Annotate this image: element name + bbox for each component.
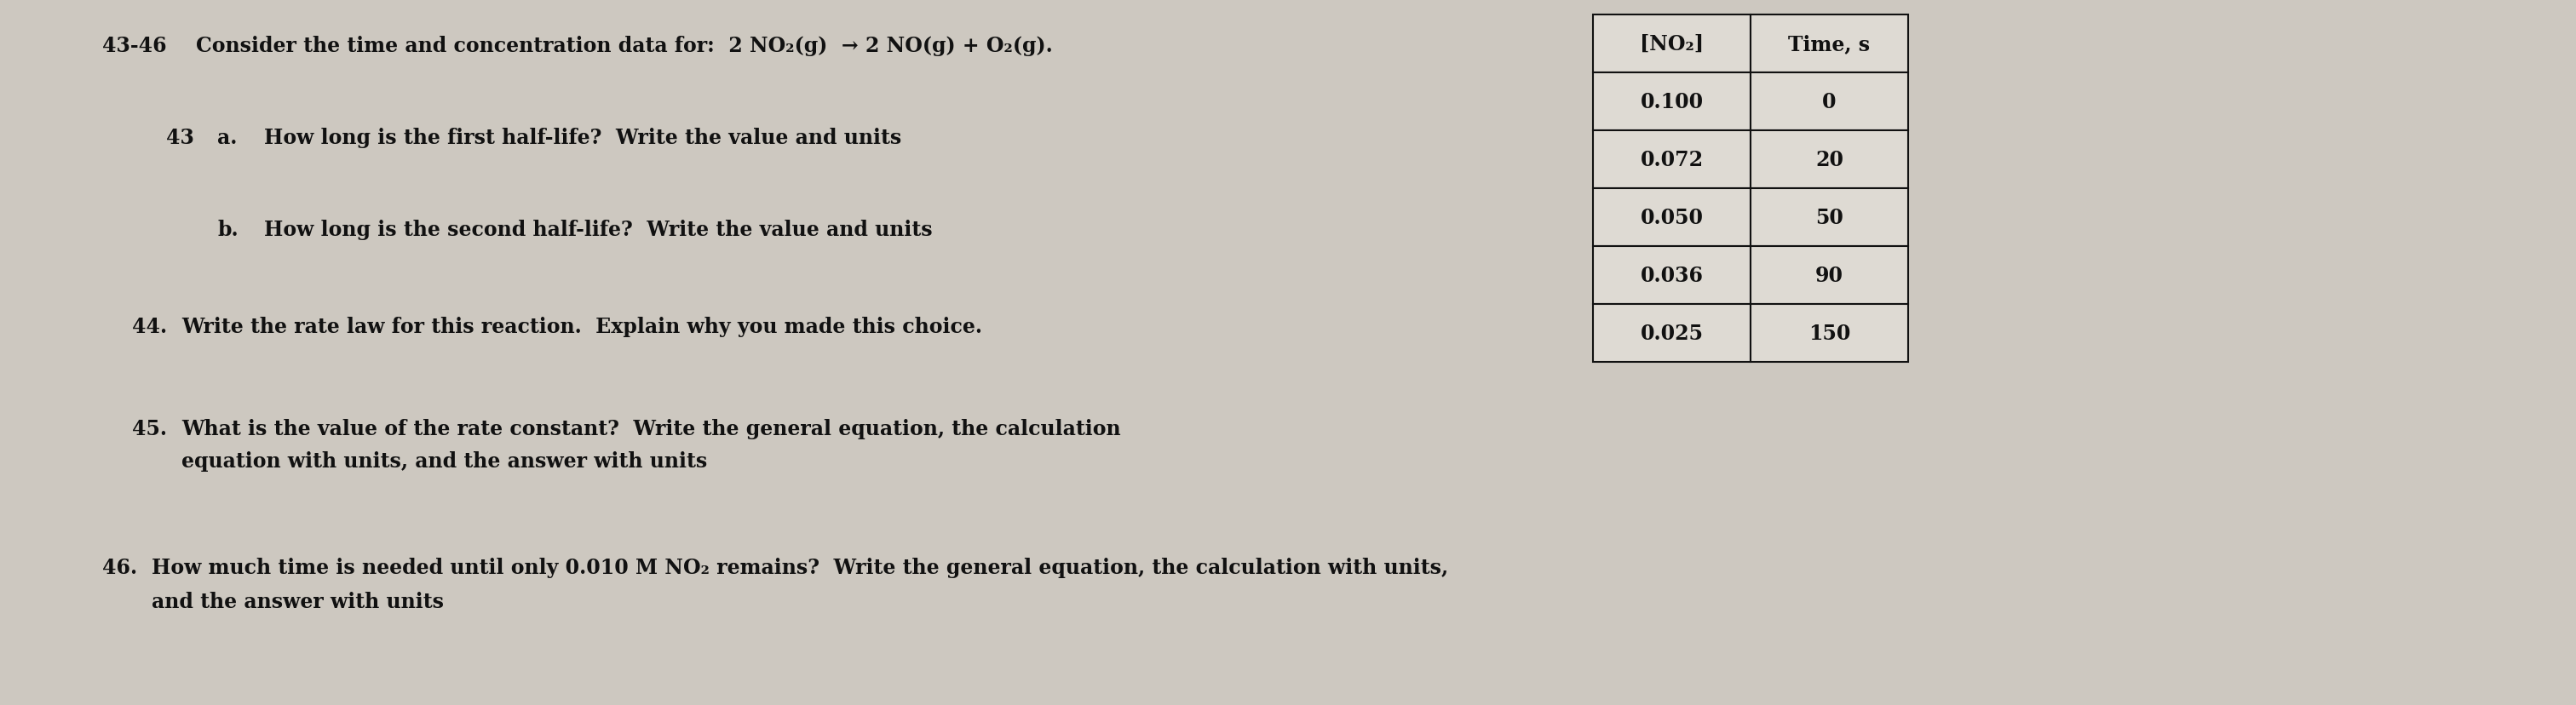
Bar [1752,247,1909,305]
Text: How much time is needed until only 0.010 M NO₂ remains?  Write the general equat: How much time is needed until only 0.010… [152,557,1448,577]
Text: 150: 150 [1808,323,1850,343]
Bar [1592,305,1752,362]
Text: b.: b. [216,219,237,240]
Text: Write the rate law for this reaction.  Explain why you made this choice.: Write the rate law for this reaction. Ex… [180,317,981,337]
Text: Consider the time and concentration data for:  2 NO₂(g)  → 2 NO(g) + O₂(g).: Consider the time and concentration data… [196,36,1054,56]
Bar [1752,305,1909,362]
Text: 0: 0 [1821,92,1837,112]
Text: How long is the first half-life?  Write the value and units: How long is the first half-life? Write t… [265,128,902,148]
Text: 46.: 46. [103,557,137,577]
Text: [NO₂]: [NO₂] [1641,34,1703,54]
Bar [1592,16,1752,73]
Text: 0.050: 0.050 [1641,207,1703,228]
Bar [1752,73,1909,131]
Text: 0.025: 0.025 [1641,323,1703,343]
Bar [1752,189,1909,247]
Text: 0.072: 0.072 [1641,149,1703,170]
Text: What is the value of the rate constant?  Write the general equation, the calcula: What is the value of the rate constant? … [180,418,1121,439]
Text: a.: a. [216,128,237,148]
Text: 0.100: 0.100 [1641,92,1703,112]
Bar [1752,131,1909,189]
Text: equation with units, and the answer with units: equation with units, and the answer with… [180,450,708,471]
Text: 20: 20 [1816,149,1844,170]
Bar [1592,131,1752,189]
Text: 50: 50 [1816,207,1844,228]
Text: Time, s: Time, s [1788,34,1870,54]
Text: 44.: 44. [131,317,167,337]
Text: 90: 90 [1816,265,1844,286]
Bar [1752,16,1909,73]
Text: 43: 43 [165,128,193,148]
Bar [1592,73,1752,131]
Bar [1592,247,1752,305]
Text: 45.: 45. [131,418,167,439]
Bar [1592,189,1752,247]
Text: How long is the second half-life?  Write the value and units: How long is the second half-life? Write … [265,219,933,240]
Text: and the answer with units: and the answer with units [152,591,443,611]
Text: 43-46: 43-46 [103,36,167,56]
Text: 0.036: 0.036 [1641,265,1703,286]
